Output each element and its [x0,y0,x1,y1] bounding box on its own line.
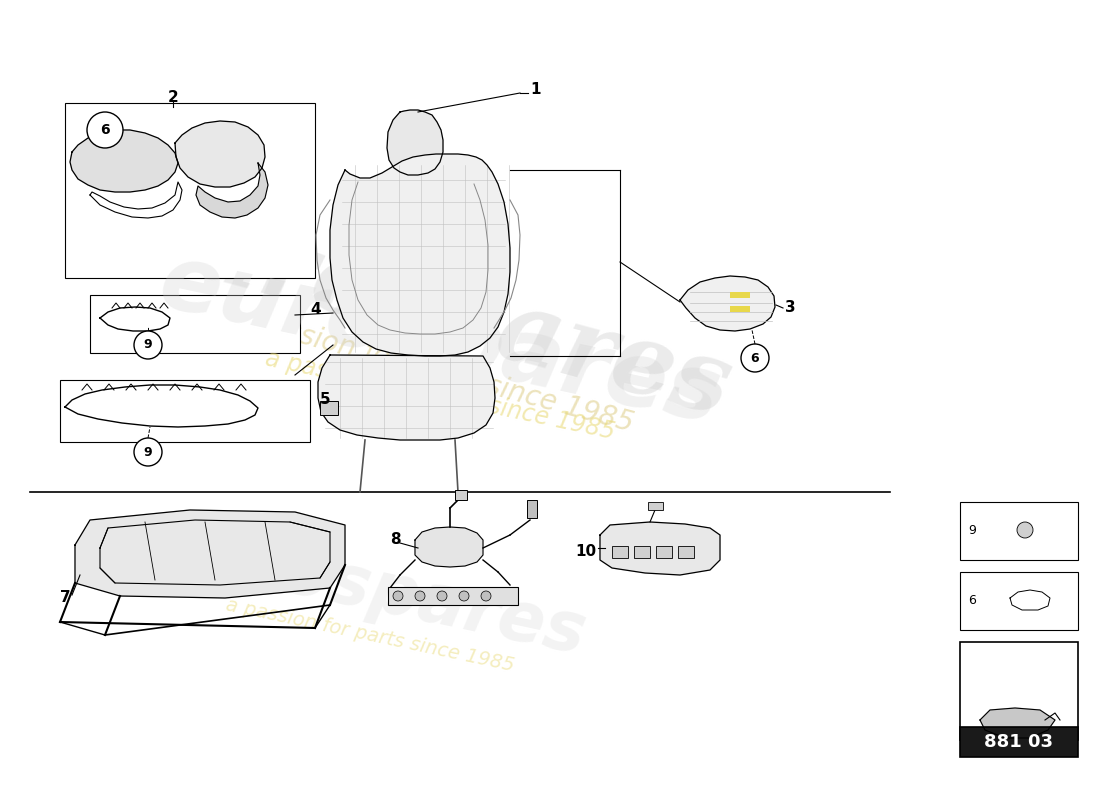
Text: 2: 2 [167,90,178,106]
Bar [648,502,663,510]
Text: a passion for parts since 1985: a passion for parts since 1985 [224,595,516,675]
Bar [730,306,750,312]
Text: 9: 9 [144,338,152,351]
Bar [455,490,468,500]
Polygon shape [387,110,443,175]
Polygon shape [415,527,483,567]
Polygon shape [980,708,1055,738]
Text: 1: 1 [530,82,540,98]
Text: 5: 5 [320,393,331,407]
Text: 4: 4 [310,302,320,318]
Bar [960,572,1078,630]
Bar [960,502,1078,560]
Bar [656,546,672,558]
Bar [960,727,1078,757]
Text: 9: 9 [144,446,152,458]
Bar [612,546,628,558]
Text: 10: 10 [575,545,596,559]
Circle shape [437,591,447,601]
Text: eurospares: eurospares [152,238,728,442]
Text: 9: 9 [968,523,976,537]
Circle shape [134,438,162,466]
Circle shape [134,331,162,359]
Text: 8: 8 [390,533,400,547]
Polygon shape [175,121,265,187]
Bar [65,103,315,278]
Circle shape [481,591,491,601]
Text: a passion for parts since 1985: a passion for parts since 1985 [223,302,636,438]
Circle shape [1018,522,1033,538]
Text: eurospares: eurospares [148,511,592,669]
Text: eurospares: eurospares [119,183,741,437]
Polygon shape [680,276,775,331]
Polygon shape [318,355,495,440]
Bar [320,401,338,415]
Circle shape [459,591,469,601]
Bar [388,587,518,605]
Text: 7: 7 [60,590,70,606]
Bar [60,380,310,442]
Text: 6: 6 [968,594,976,606]
Text: 881 03: 881 03 [984,733,1054,751]
Circle shape [87,112,123,148]
Polygon shape [330,154,510,356]
Text: 6: 6 [750,351,759,365]
Circle shape [415,591,425,601]
Bar [678,546,694,558]
Polygon shape [75,510,345,598]
Bar [960,642,1078,740]
Bar [730,292,750,298]
Text: 3: 3 [785,301,795,315]
Text: a passion for parts since 1985: a passion for parts since 1985 [263,346,617,444]
Polygon shape [70,130,178,192]
Polygon shape [196,163,268,218]
Circle shape [741,344,769,372]
Text: 6: 6 [100,123,110,137]
Bar [527,500,537,518]
Bar [90,295,300,353]
Polygon shape [600,522,720,575]
Bar [634,546,650,558]
Circle shape [393,591,403,601]
